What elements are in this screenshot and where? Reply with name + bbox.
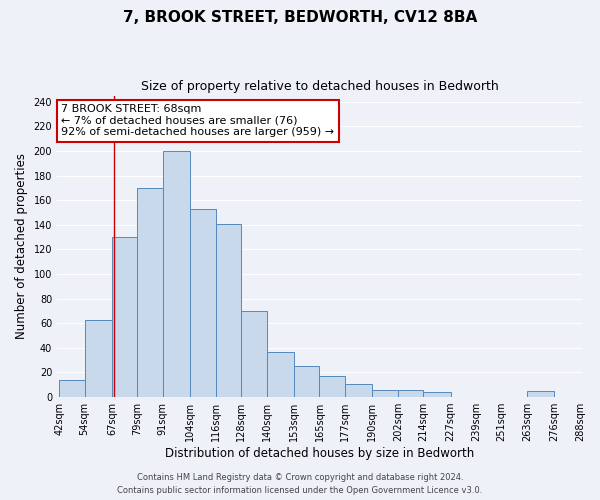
Bar bbox=[163, 151, 190, 397]
Title: Size of property relative to detached houses in Bedworth: Size of property relative to detached ho… bbox=[140, 80, 499, 93]
Bar bbox=[216, 224, 241, 397]
Text: 7, BROOK STREET, BEDWORTH, CV12 8BA: 7, BROOK STREET, BEDWORTH, CV12 8BA bbox=[123, 10, 477, 25]
Bar bbox=[266, 352, 294, 397]
Bar bbox=[527, 391, 554, 397]
Bar bbox=[190, 209, 216, 397]
Y-axis label: Number of detached properties: Number of detached properties bbox=[15, 154, 28, 340]
Bar bbox=[319, 376, 345, 397]
Bar bbox=[423, 392, 451, 397]
Bar bbox=[137, 188, 163, 397]
Bar bbox=[294, 366, 319, 397]
Bar bbox=[398, 390, 423, 397]
Bar bbox=[373, 390, 398, 397]
Text: 7 BROOK STREET: 68sqm
← 7% of detached houses are smaller (76)
92% of semi-detac: 7 BROOK STREET: 68sqm ← 7% of detached h… bbox=[61, 104, 334, 138]
Bar bbox=[345, 384, 373, 397]
Bar bbox=[59, 380, 85, 397]
Bar bbox=[85, 320, 112, 397]
Bar bbox=[112, 237, 137, 397]
Bar bbox=[241, 311, 266, 397]
Text: Contains HM Land Registry data © Crown copyright and database right 2024.
Contai: Contains HM Land Registry data © Crown c… bbox=[118, 474, 482, 495]
X-axis label: Distribution of detached houses by size in Bedworth: Distribution of detached houses by size … bbox=[165, 447, 474, 460]
